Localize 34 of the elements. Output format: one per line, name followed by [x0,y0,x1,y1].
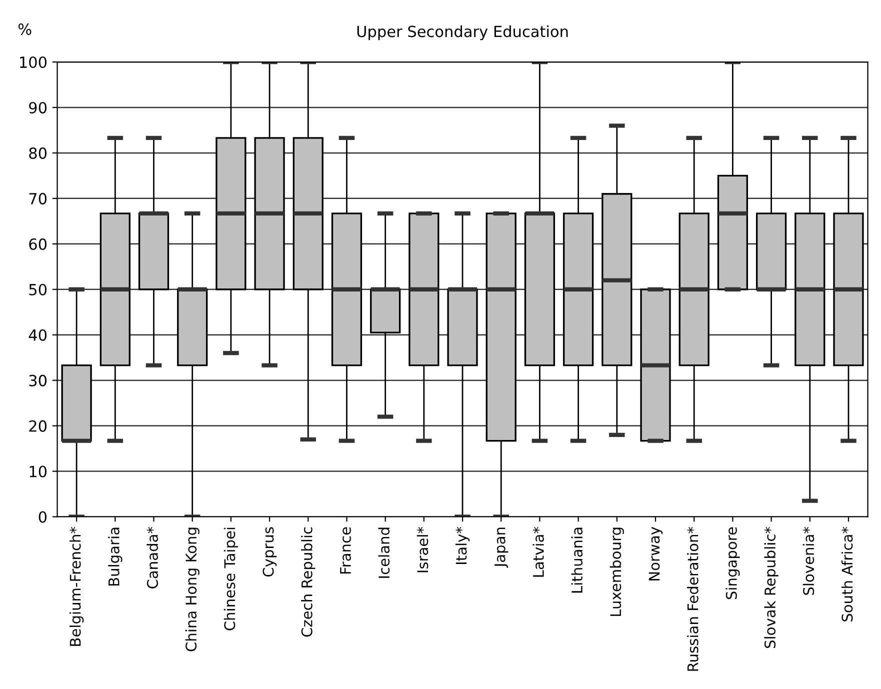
x-tick-label: France [340,527,351,574]
x-tick-label: Lithuania [571,528,583,593]
x-tick-label: Singapore [726,527,740,600]
x-tick-label: Bulgaria [108,528,122,586]
x-tick-label: Czech Republic [301,527,316,637]
y-tick-label: 40 [28,329,47,341]
x-tick-label: Latvia* [532,526,544,577]
x-tick-label: Belgium-French* [70,526,84,646]
x-tick-label: South Africa* [841,526,853,622]
x-tick-label: Israel* [416,526,428,572]
y-axis-title: % [18,23,32,35]
x-tick-label: Russian Federation* [687,526,698,671]
x-tick-label: Slovenia* [802,526,814,595]
x-tick-label: Chinese Taipei [224,528,238,630]
y-tick-label: 20 [29,420,47,432]
y-tick-label: 0 [38,511,47,523]
x-tick-label: Canada* [146,526,158,588]
y-tick-label: 100 [20,56,47,68]
x-tick-label: Italy* [455,526,470,564]
y-tick-label: 80 [29,147,47,159]
x-tick-label: Slovak Republic* [764,526,778,648]
chart-title: Upper Secondary Education [357,25,568,40]
y-tick-label: 10 [30,466,47,478]
x-tick-label: Cyprus [262,527,277,577]
x-tick-label: China Hong Kong [185,528,200,652]
y-tick-label: 70 [29,192,47,204]
y-tick-label: 60 [29,238,47,250]
y-tick-label: 30 [29,374,47,386]
x-tick-label: Iceland [378,528,390,578]
x-tick-label: Norway [648,526,663,580]
x-tick-label: Luxembourg [610,528,624,616]
y-tick-label: 50 [29,284,47,296]
x-tick-label: Japan [494,528,508,568]
y-tick-label: 90 [29,102,47,114]
